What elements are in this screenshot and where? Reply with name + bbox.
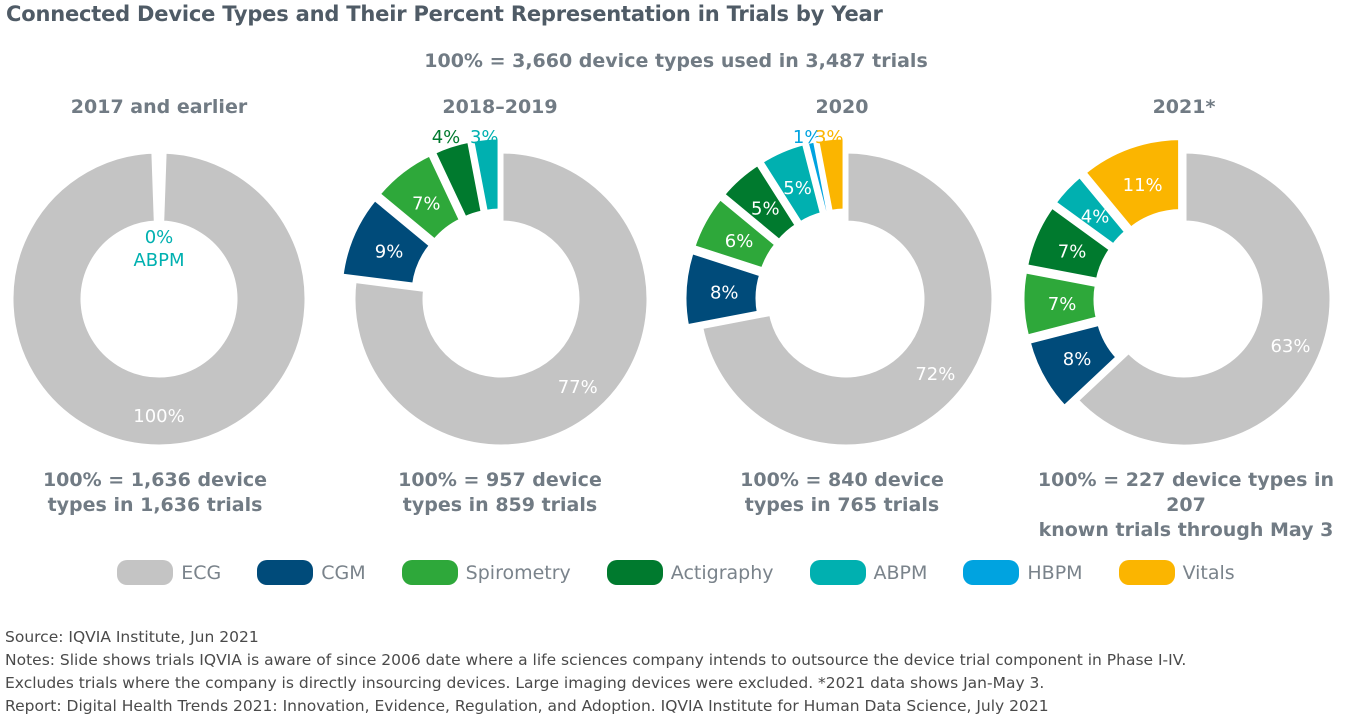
data-label-actigraphy: 7% [1058,242,1087,263]
legend-label: ECG [181,561,222,584]
notes-line-1: Notes: Slide shows trials IQVIA is aware… [5,651,1187,669]
donut-segment-vitals [1081,135,1184,232]
donut-segment-ecg [8,148,310,450]
data-label-spirometry: 7% [412,194,441,215]
data-label-abpm: 5% [783,178,812,199]
legend-item-actigraphy: Actigraphy [606,560,774,585]
donut-segment-ecg [350,148,652,450]
legend-item-ecg: ECG [117,560,221,585]
donut-title-4: 2021* [1152,96,1216,118]
data-label-spirometry: 6% [725,231,754,252]
data-label-ecg: 100% [133,406,184,427]
legend-label: Spirometry [465,561,571,584]
donut-caption-3: 100% = 840 device types in 765 trials [740,469,944,516]
donut-segment-actigraphy [1023,203,1115,283]
legend: ECG CGM Spirometry Actigraphy ABPM HBPM Vitals [0,560,1352,585]
notes-line-2: Excludes trials where the company is dir… [5,674,1045,692]
donut-segment-cgm [681,248,765,330]
legend-item-cgm: CGM [257,560,366,585]
donut-segment-ecg [698,148,997,450]
source-note: Source: IQVIA Institute, Jun 2021 [5,628,259,646]
report-note: Report: Digital Health Trends 2021: Inno… [5,697,1049,715]
donut-segment-vitals [814,134,848,215]
donut-caption-2: 100% = 957 device types in 859 trials [398,469,602,516]
donut-segment-spirometry [690,194,780,273]
donut-caption-4: 100% = 227 device types in 207 known tria… [1037,469,1335,541]
legend-label: Actigraphy [670,561,774,584]
data-label-ecg: 72% [915,364,955,385]
data-label-vitals: 11% [1123,175,1163,196]
legend-swatch [963,560,1020,585]
chart-subtitle: 100% = 3,660 device types used in 3,487 … [424,50,928,72]
data-label-abpm: 3% [470,127,499,148]
legend-label: ABPM [873,561,928,584]
donut-segment-ecg [1073,148,1335,450]
data-label-ecg: 63% [1270,336,1310,357]
legend-label: Vitals [1182,561,1235,584]
chart-title: Connected Device Types and Their Percent… [6,2,883,26]
data-label-cgm: 8% [1063,349,1092,370]
donut-segment-spirometry [375,151,465,244]
donut-title-1: 2017 and earlier [70,96,248,118]
legend-swatch [117,560,174,585]
legend-swatch [257,560,314,585]
legend-label: HBPM [1027,561,1083,584]
data-label-actigraphy: 4% [432,127,461,148]
donut-caption-1: 100% = 1,636 device types in 1,636 trials [42,469,268,516]
donut-segment-cgm [338,195,435,288]
data-label-cgm: 8% [710,282,739,303]
donut-title-3: 2020 [815,96,869,118]
legend-swatch [1118,560,1175,585]
notes: Source: IQVIA Institute, Jun 2021 Notes:… [5,626,1186,718]
data-label-cgm: 9% [375,242,404,263]
data-label-ecg: 77% [558,377,598,398]
data-label-vitals: 3% [815,127,844,148]
legend-item-spirometry: Spirometry [401,560,571,585]
data-label-spirometry: 7% [1048,294,1077,315]
donut-title-2: 2018–2019 [442,96,558,118]
donut-segment-cgm [1025,320,1121,411]
donut-segment-spirometry [1019,268,1101,340]
donut-segment-abpm [1051,172,1130,249]
legend-swatch [401,560,458,585]
data-label-abpm: 4% [1081,206,1110,227]
data-label-hbpm: 1% [793,127,822,148]
legend-label: CGM [321,561,366,584]
legend-swatch [809,560,866,585]
data-label-actigraphy: 5% [751,198,780,219]
legend-item-abpm: ABPM [809,560,928,585]
donut-segment-actigraphy [719,160,801,245]
legend-swatch [606,560,663,585]
donut-segment-abpm [469,134,503,215]
legend-item-hbpm: HBPM [963,560,1083,585]
data-label-abpm: 0% [145,227,174,248]
data-label-abpm-name: ABPM [133,250,184,271]
legend-item-vitals: Vitals [1118,560,1235,585]
